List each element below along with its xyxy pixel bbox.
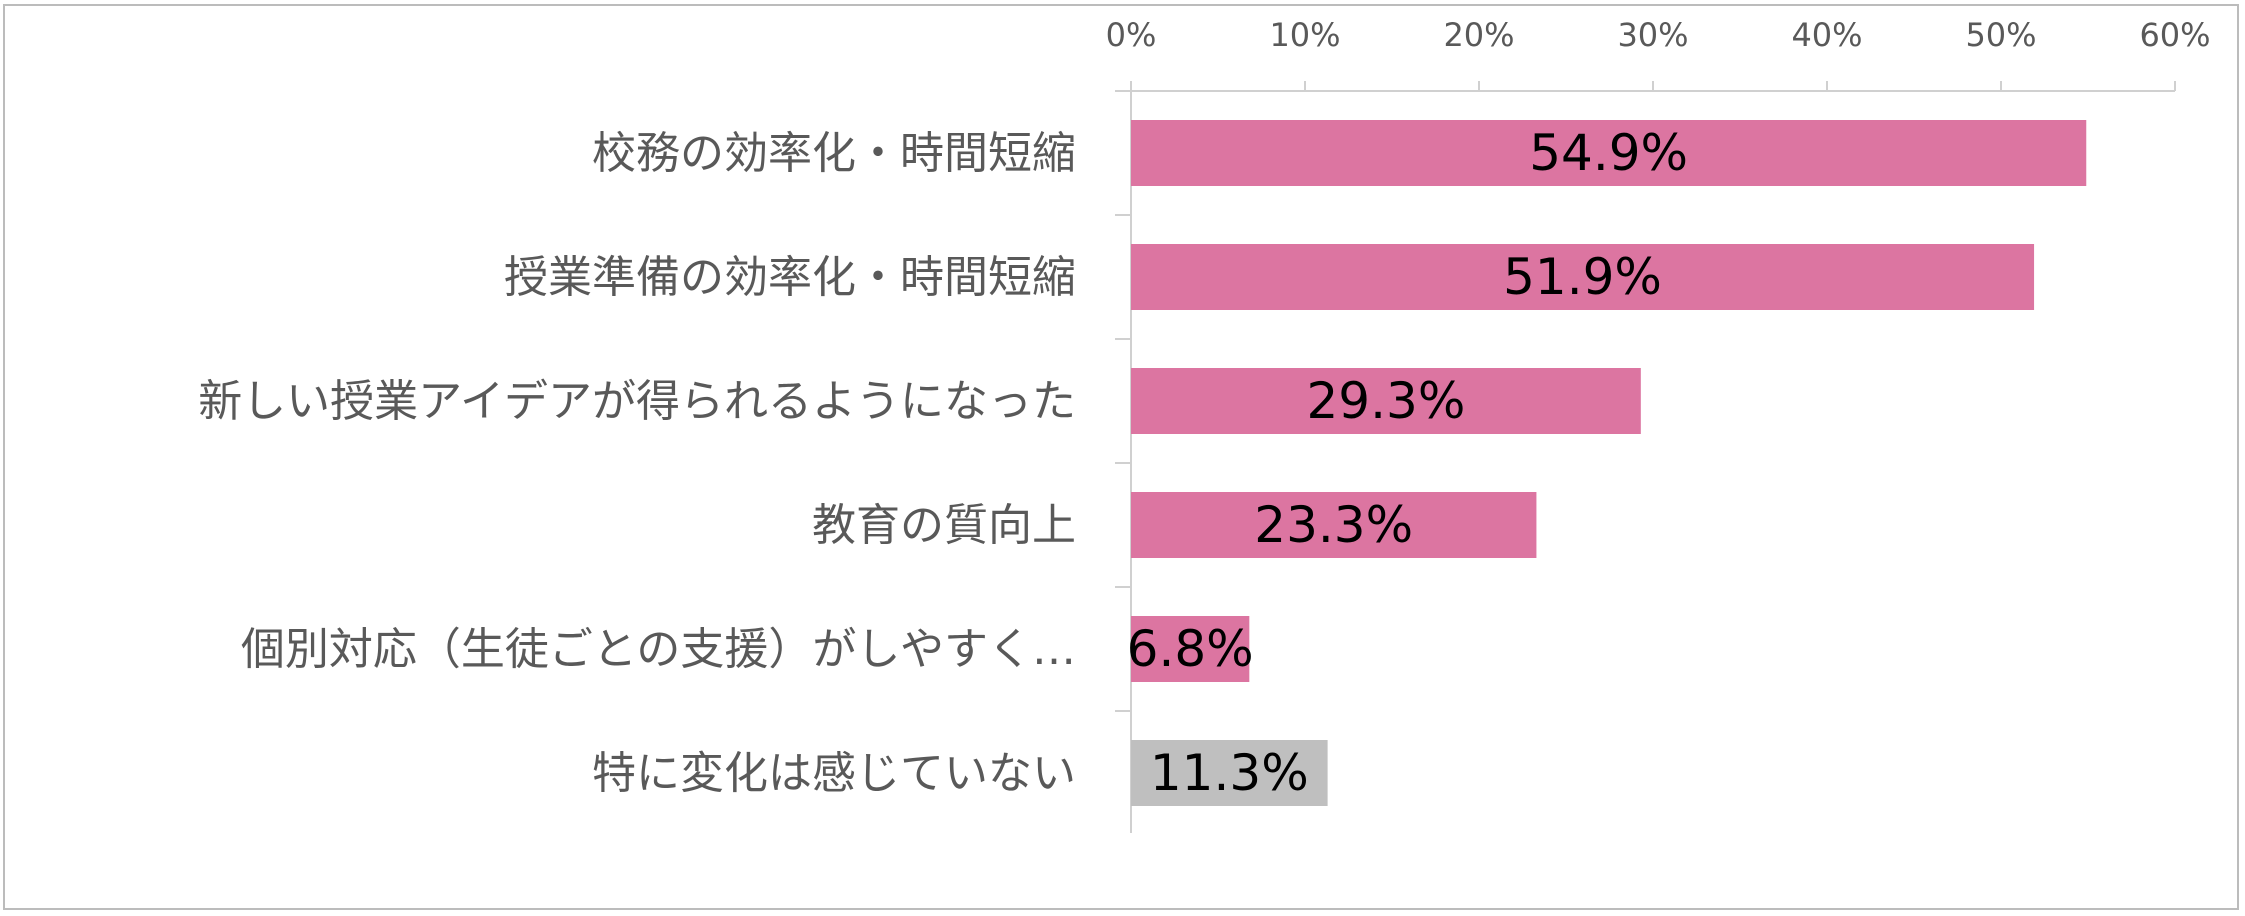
category-label: 個別対応（生徒ごとの支援）がしやすく…	[241, 624, 1076, 675]
bar	[1131, 492, 1537, 558]
bars	[1131, 120, 2087, 806]
category-label: 教育の質向上	[812, 500, 1076, 551]
data-label: 11.3%	[1150, 744, 1309, 802]
x-tick-label: 10%	[1269, 16, 1340, 54]
x-tick-label: 30%	[1617, 16, 1688, 54]
bar	[1131, 616, 1250, 682]
x-tick-label: 20%	[1443, 16, 1514, 54]
bar	[1131, 368, 1641, 434]
x-tick-label: 50%	[1965, 16, 2036, 54]
category-label: 新しい授業アイデアが得られるようになった	[198, 376, 1076, 427]
x-tick-label: 60%	[2139, 16, 2210, 54]
x-axis: 0% 10% 20% 30% 40% 50% 60%	[1106, 16, 2211, 833]
category-label: 特に変化は感じていない	[592, 748, 1076, 799]
bar	[1131, 244, 2035, 310]
x-tick-label: 40%	[1791, 16, 1862, 54]
data-label: 29.3%	[1306, 372, 1465, 430]
category-label: 授業準備の効率化・時間短縮	[504, 252, 1076, 303]
data-label: 23.3%	[1254, 496, 1413, 554]
x-tick-label: 0%	[1106, 16, 1157, 54]
data-label: 6.8%	[1127, 620, 1254, 678]
category-label: 校務の効率化・時間短縮	[592, 128, 1076, 179]
bar	[1131, 740, 1328, 806]
bar	[1131, 120, 2087, 186]
data-labels: 54.9% 51.9% 29.3% 23.3% 6.8% 11.3%	[1127, 124, 1688, 802]
category-labels: 校務の効率化・時間短縮授業準備の効率化・時間短縮新しい授業アイデアが得られるよう…	[198, 128, 1076, 799]
data-label: 54.9%	[1529, 124, 1688, 182]
data-label: 51.9%	[1503, 248, 1662, 306]
